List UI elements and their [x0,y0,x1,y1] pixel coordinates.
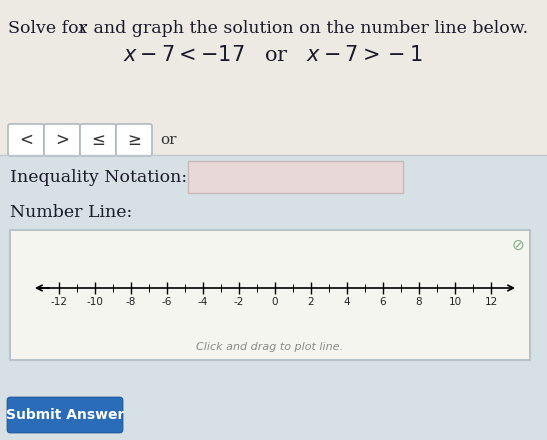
FancyBboxPatch shape [188,161,403,193]
Text: Solve for: Solve for [8,20,92,37]
Text: 2: 2 [307,297,315,307]
Text: ≤: ≤ [91,131,105,149]
Text: ⊘: ⊘ [511,238,525,253]
FancyBboxPatch shape [116,124,152,156]
Text: Inequality Notation:: Inequality Notation: [10,169,187,186]
Text: 4: 4 [344,297,350,307]
Text: 10: 10 [449,297,462,307]
Text: 0: 0 [272,297,278,307]
Text: -8: -8 [126,297,136,307]
Text: ≥: ≥ [127,131,141,149]
FancyBboxPatch shape [80,124,116,156]
Text: -12: -12 [50,297,67,307]
Bar [0,0,547,155]
Text: >: > [55,131,69,149]
Text: -6: -6 [162,297,172,307]
Text: 12: 12 [485,297,498,307]
Text: -4: -4 [198,297,208,307]
FancyBboxPatch shape [10,230,530,360]
Text: or: or [160,133,177,147]
Text: <: < [19,131,33,149]
Text: Number Line:: Number Line: [10,203,132,220]
FancyBboxPatch shape [44,124,80,156]
FancyBboxPatch shape [8,124,44,156]
Text: 8: 8 [416,297,422,307]
Text: x: x [78,20,88,37]
Text: -2: -2 [234,297,244,307]
Text: 6: 6 [380,297,386,307]
FancyBboxPatch shape [7,397,123,433]
Text: Submit Answer: Submit Answer [6,408,124,422]
Text: $x-7<-17$   or   $x-7>-1$: $x-7<-17$ or $x-7>-1$ [123,45,423,65]
Text: and graph the solution on the number line below.: and graph the solution on the number lin… [88,20,528,37]
Text: Click and drag to plot line.: Click and drag to plot line. [196,342,344,352]
Text: -10: -10 [86,297,103,307]
